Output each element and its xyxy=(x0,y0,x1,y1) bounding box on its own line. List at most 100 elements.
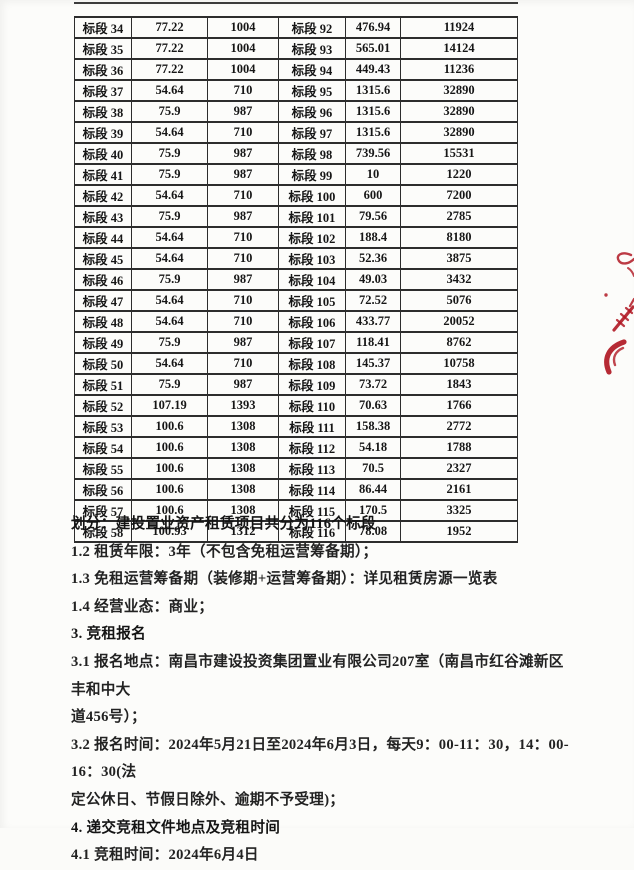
area-value-left: 54.64 xyxy=(131,310,208,333)
table-row: 标段 47 54.64 710 标段 105 72.52 5076 xyxy=(74,289,518,312)
rent-value-right: 8180 xyxy=(400,226,518,249)
section-label-right: 标段 111 xyxy=(278,415,346,438)
section-label-left: 标段 45 xyxy=(74,247,132,270)
rent-value-left: 710 xyxy=(207,310,279,333)
rent-value-left: 710 xyxy=(207,121,279,144)
section-label-right: 标段 101 xyxy=(278,205,346,228)
area-value-left: 54.64 xyxy=(131,184,208,207)
rent-value-left: 1393 xyxy=(207,394,279,417)
section-label-right: 标段 110 xyxy=(278,394,346,417)
section-label-right: 标段 116 xyxy=(278,520,346,543)
area-value-right: 600 xyxy=(345,184,401,207)
area-value-left: 100.6 xyxy=(131,478,208,501)
area-value-left: 77.22 xyxy=(131,58,208,81)
line-rentfree-period: 1.3 免租运营筹备期（装修期+运营筹备期）：详见租赁房源一览表 xyxy=(71,571,498,588)
rent-value-left: 1308 xyxy=(207,436,279,459)
section-label-left: 标段 52 xyxy=(74,394,132,417)
area-value-right: 118.41 xyxy=(345,331,401,354)
table-row: 标段 49 75.9 987 标段 107 118.41 8762 xyxy=(74,331,518,354)
section-label-right: 标段 115 xyxy=(278,499,346,522)
area-value-right: 739.56 xyxy=(345,142,401,165)
section-label-left: 标段 48 xyxy=(74,310,132,333)
rent-value-right: 8762 xyxy=(400,331,518,354)
body-text: 划分：建投置业资产租赁项目共分为116个标段 1.2 租赁年限：3年（不包含免租… xyxy=(71,511,576,870)
rent-value-left: 987 xyxy=(207,373,279,396)
section-label-right: 标段 109 xyxy=(278,373,346,396)
area-value-right: 158.38 xyxy=(345,415,401,438)
rent-value-left: 710 xyxy=(207,289,279,312)
section-label-left: 标段 41 xyxy=(74,163,132,186)
rent-value-left: 1004 xyxy=(207,37,279,60)
table-row: 标段 43 75.9 987 标段 101 79.56 2785 xyxy=(74,205,518,228)
rent-value-left: 710 xyxy=(207,247,279,270)
area-value-right: 79.56 xyxy=(345,205,401,228)
line-reg-location-2: 道456号）； xyxy=(71,709,147,726)
section-label-right: 标段 105 xyxy=(278,289,346,312)
rent-value-right: 32890 xyxy=(400,100,518,123)
section-label-left: 标段 49 xyxy=(74,331,132,354)
line-reg-time-2: 定公休日、节假日除外、逾期不予受理)； xyxy=(71,791,345,808)
rent-value-left: 1308 xyxy=(207,415,279,438)
table-row: 标段 58 100.93 1312 标段 116 78.08 1952 xyxy=(74,520,518,543)
section-label-right: 标段 98 xyxy=(278,142,346,165)
line-lease-term: 1.2 租赁年限：3年（不包含免租运营筹备期）； xyxy=(71,543,378,560)
area-value-left: 100.6 xyxy=(131,457,208,480)
area-value-right: 433.77 xyxy=(345,310,401,333)
section-label-left: 标段 40 xyxy=(74,142,132,165)
rent-value-left: 1308 xyxy=(207,499,279,522)
rent-value-right: 14124 xyxy=(400,37,518,60)
rent-value-right: 2785 xyxy=(400,205,518,228)
area-value-right: 54.18 xyxy=(345,436,401,459)
line-reg-location-1: 3.1 报名地点：南昌市建设投资集团置业有限公司207室（南昌市红谷滩新区丰和中… xyxy=(71,653,564,698)
section-label-left: 标段 55 xyxy=(74,457,132,480)
section-label-left: 标段 54 xyxy=(74,436,132,459)
area-value-left: 75.9 xyxy=(131,142,208,165)
rent-value-right: 20052 xyxy=(400,310,518,333)
section-label-left: 标段 34 xyxy=(74,16,132,39)
area-value-right: 70.63 xyxy=(345,394,401,417)
section-label-right: 标段 112 xyxy=(278,436,346,459)
section-label-right: 标段 113 xyxy=(278,457,346,480)
line-bidding-time: 4.1 竞租时间：2024年6月4日 xyxy=(71,847,259,864)
rent-value-right: 10758 xyxy=(400,352,518,375)
table-row: 标段 52 107.19 1393 标段 110 70.63 1766 xyxy=(74,394,518,417)
section-label-left: 标段 44 xyxy=(74,226,132,249)
rent-value-left: 1004 xyxy=(207,16,279,39)
rent-value-right: 1952 xyxy=(400,520,518,543)
rent-value-right: 11924 xyxy=(400,16,518,39)
area-value-left: 100.6 xyxy=(131,415,208,438)
rent-value-left: 710 xyxy=(207,352,279,375)
table-row: 标段 36 77.22 1004 标段 94 449.43 11236 xyxy=(74,58,518,81)
heading-submission: 4. 递交竞租文件地点及竞租时间 xyxy=(71,819,281,836)
rent-value-right: 5076 xyxy=(400,289,518,312)
area-value-right: 476.94 xyxy=(345,16,401,39)
section-label-right: 标段 107 xyxy=(278,331,346,354)
area-value-right: 1315.6 xyxy=(345,100,401,123)
section-label-left: 标段 37 xyxy=(74,79,132,102)
area-value-left: 75.9 xyxy=(131,331,208,354)
area-value-right: 78.08 xyxy=(345,520,401,543)
table-row: 标段 51 75.9 987 标段 109 73.72 1843 xyxy=(74,373,518,396)
area-value-right: 1315.6 xyxy=(345,79,401,102)
section-label-right: 标段 92 xyxy=(278,16,346,39)
area-value-right: 73.72 xyxy=(345,373,401,396)
section-label-right: 标段 102 xyxy=(278,226,346,249)
section-label-left: 标段 53 xyxy=(74,415,132,438)
rent-value-left: 1308 xyxy=(207,478,279,501)
rent-value-right: 1220 xyxy=(400,163,518,186)
area-value-left: 100.6 xyxy=(131,436,208,459)
area-value-left: 54.64 xyxy=(131,79,208,102)
rent-value-left: 1004 xyxy=(207,58,279,81)
rent-value-right: 1766 xyxy=(400,394,518,417)
area-value-left: 54.64 xyxy=(131,352,208,375)
section-label-right: 标段 99 xyxy=(278,163,346,186)
area-value-left: 100.93 xyxy=(131,520,208,543)
table-row: 标段 54 100.6 1308 标段 112 54.18 1788 xyxy=(74,436,518,459)
section-label-left: 标段 39 xyxy=(74,121,132,144)
area-value-left: 54.64 xyxy=(131,121,208,144)
area-value-left: 75.9 xyxy=(131,373,208,396)
area-value-right: 52.36 xyxy=(345,247,401,270)
section-label-right: 标段 93 xyxy=(278,37,346,60)
section-label-left: 标段 46 xyxy=(74,268,132,291)
section-label-left: 标段 58 xyxy=(74,520,132,543)
